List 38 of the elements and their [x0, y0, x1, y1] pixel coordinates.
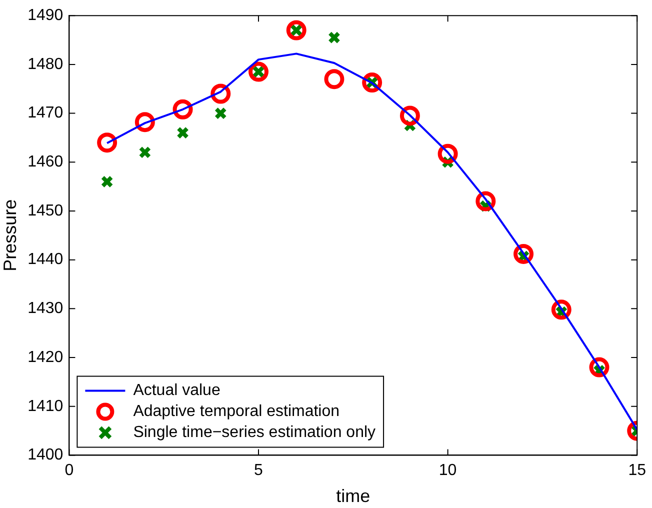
- point: [476, 191, 496, 212]
- point: [97, 132, 118, 153]
- y-tick-label: 1470: [28, 104, 64, 122]
- y-tick-label: 1400: [28, 446, 64, 464]
- point: [551, 300, 572, 320]
- y-axis-title: Pressure: [0, 199, 20, 272]
- x-tick-label: 0: [64, 462, 74, 480]
- point: [286, 20, 306, 40]
- point: [514, 244, 534, 264]
- point: [134, 112, 155, 132]
- point: [362, 72, 382, 93]
- point: [248, 62, 268, 82]
- point: [210, 84, 231, 104]
- point: [176, 126, 190, 140]
- y-tick-label: 1490: [28, 7, 64, 24]
- point: [589, 357, 610, 378]
- point: [438, 144, 458, 164]
- point: [328, 31, 340, 44]
- point: [400, 106, 420, 126]
- point: [100, 175, 114, 188]
- legend-label: Single time−series estimation only: [133, 424, 376, 442]
- point: [138, 146, 152, 159]
- y-tick-label: 1440: [28, 251, 64, 268]
- x-tick-label: 15: [628, 462, 646, 480]
- y-tick-label: 1410: [28, 398, 64, 415]
- y-tick-label: 1450: [28, 202, 64, 220]
- legend-label: Adaptive temporal estimation: [133, 403, 340, 420]
- x-tick-label: 10: [438, 462, 457, 480]
- point: [172, 99, 193, 120]
- point: [214, 107, 227, 120]
- y-tick-label: 1430: [28, 300, 64, 318]
- y-tick-label: 1420: [28, 348, 64, 366]
- legend-label: Actual value: [133, 382, 220, 400]
- y-tick-label: 1460: [28, 154, 64, 171]
- y-tick-label: 1480: [28, 56, 64, 73]
- point: [324, 69, 344, 90]
- x-tick-label: 5: [254, 462, 264, 480]
- x-axis-title: time: [336, 486, 370, 506]
